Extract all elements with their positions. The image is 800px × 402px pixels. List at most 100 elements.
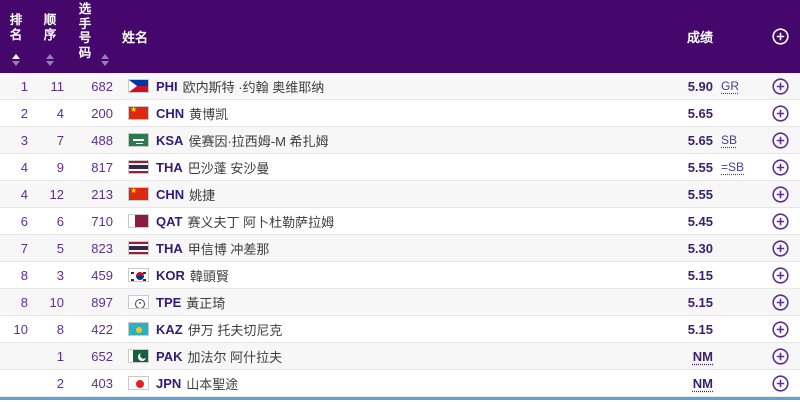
- sort-arrows-icon: [46, 54, 54, 66]
- athlete-name: 山本聖途: [186, 376, 239, 392]
- column-header-order-label: 顺序: [43, 13, 57, 42]
- triangle-down-icon: [12, 61, 20, 66]
- plus-circle-icon: [771, 266, 789, 284]
- athlete-name: 侯赛因·拉西姆-M 希扎姆: [188, 133, 329, 149]
- country-code: PAK: [156, 348, 183, 364]
- column-header-name: 姓名: [122, 0, 322, 73]
- column-header-bib[interactable]: 选手号码: [68, 0, 118, 73]
- expand-row-button[interactable]: [760, 374, 800, 392]
- flag-phi-icon: [128, 79, 149, 93]
- table-row: 2 403 JPN 山本聖途 NM: [0, 370, 800, 397]
- plus-circle-icon: [771, 28, 789, 45]
- result-value: 5.90: [687, 78, 713, 94]
- expand-row-button[interactable]: [760, 131, 800, 149]
- rank-cell: 2: [20, 105, 28, 121]
- column-header-bib-label: 选手号码: [78, 2, 92, 60]
- bib-cell: 403: [91, 375, 113, 391]
- expand-row-button[interactable]: [760, 266, 800, 284]
- flag-chn-icon: [128, 187, 149, 201]
- flag-qat-icon: [128, 214, 149, 228]
- expand-row-button[interactable]: [760, 239, 800, 257]
- expand-row-button[interactable]: [760, 158, 800, 176]
- bib-cell: 652: [91, 348, 113, 364]
- name-cell: KOR 韓頭賢: [118, 266, 618, 285]
- country-code: JPN: [156, 375, 182, 391]
- athlete-name: 赛义夫丁 阿卜杜勒萨拉姆: [187, 214, 335, 230]
- order-cell: 10: [49, 294, 64, 310]
- name-cell: TPE 黃正琦: [118, 293, 618, 312]
- table-row: 10 8 422 KAZ 伊万 托夫切尼克 5.15: [0, 316, 800, 343]
- expand-row-button[interactable]: [760, 77, 800, 95]
- result-value: NM: [692, 375, 713, 391]
- bib-cell: 459: [91, 267, 113, 283]
- athlete-name: 黄博凯: [189, 106, 229, 122]
- bib-cell: 817: [91, 159, 113, 175]
- triangle-down-icon: [46, 61, 54, 66]
- table-row: 8 3 459 KOR 韓頭賢 5.15: [0, 262, 800, 289]
- table-row: 4 12 213 CHN 姚捷 5.55: [0, 181, 800, 208]
- column-header-order[interactable]: 顺序: [32, 0, 68, 73]
- result-value: 5.30: [687, 240, 713, 256]
- expand-row-button[interactable]: [760, 104, 800, 122]
- bib-cell: 897: [91, 294, 113, 310]
- column-header-rank[interactable]: 排名: [0, 0, 32, 73]
- order-cell: 8: [56, 321, 64, 337]
- bib-cell: 422: [91, 321, 113, 337]
- triangle-down-icon: [101, 61, 109, 66]
- plus-circle-icon: [771, 293, 789, 311]
- order-cell: 4: [56, 105, 64, 121]
- triangle-up-icon: [101, 54, 109, 59]
- order-cell: 11: [50, 78, 65, 94]
- flag-tha-icon: [128, 241, 149, 255]
- name-cell: KAZ 伊万 托夫切尼克: [118, 320, 618, 339]
- bib-cell: 488: [91, 132, 113, 148]
- plus-circle-icon: [771, 77, 789, 95]
- bib-cell: 213: [91, 186, 113, 202]
- result-note: SB: [721, 133, 738, 147]
- result-note: GR: [721, 79, 739, 93]
- table-row: 6 6 710 QAT 赛义夫丁 阿卜杜勒萨拉姆 5.45: [0, 208, 800, 235]
- result-value: NM: [692, 348, 713, 364]
- result-value: 5.55: [687, 186, 713, 202]
- result-value: 5.45: [687, 213, 713, 229]
- athlete-name: 姚捷: [189, 187, 216, 203]
- athlete-name: 伊万 托夫切尼克: [187, 322, 283, 338]
- flag-tpe-icon: [128, 295, 149, 309]
- plus-circle-icon: [771, 131, 789, 149]
- plus-circle-icon: [771, 185, 789, 203]
- expand-row-button[interactable]: [760, 185, 800, 203]
- bib-cell: 200: [91, 105, 113, 121]
- rank-cell: 8: [20, 294, 28, 310]
- order-cell: 6: [56, 213, 64, 229]
- bib-cell: 682: [91, 78, 113, 94]
- result-value: 5.15: [687, 321, 713, 337]
- flag-kor-icon: [128, 268, 149, 282]
- column-header-result-label: 成绩: [686, 30, 713, 45]
- expand-row-button[interactable]: [760, 293, 800, 311]
- result-value: 5.55: [687, 159, 713, 175]
- country-code: TPE: [156, 294, 182, 310]
- expand-row-button[interactable]: [760, 320, 800, 338]
- expand-row-button[interactable]: [760, 347, 800, 365]
- plus-circle-icon: [771, 347, 789, 365]
- expand-all-button[interactable]: [760, 0, 800, 73]
- country-code: CHN: [156, 186, 185, 202]
- order-cell: 12: [49, 186, 64, 202]
- rank-cell: 10: [13, 321, 28, 337]
- column-header-name-label: 姓名: [122, 30, 149, 45]
- country-code: QAT: [156, 213, 183, 229]
- result-value: 5.65: [687, 132, 713, 148]
- flag-tha-icon: [128, 160, 149, 174]
- table-row: 4 9 817 THA 巴沙蓬 安沙曼 5.55 =SB: [0, 154, 800, 181]
- athlete-name: 甲信博 冲差那: [187, 241, 270, 257]
- country-code: THA: [156, 159, 183, 175]
- expand-row-button[interactable]: [760, 212, 800, 230]
- name-cell: JPN 山本聖途: [118, 374, 618, 393]
- order-cell: 5: [56, 240, 64, 256]
- result-value: 5.65: [687, 105, 713, 121]
- result-note: =SB: [721, 160, 745, 174]
- plus-circle-icon: [771, 374, 789, 392]
- name-cell: THA 巴沙蓬 安沙曼: [118, 158, 618, 177]
- name-cell: PAK 加法尔 阿什拉夫: [118, 347, 618, 366]
- name-cell: CHN 姚捷: [118, 185, 618, 204]
